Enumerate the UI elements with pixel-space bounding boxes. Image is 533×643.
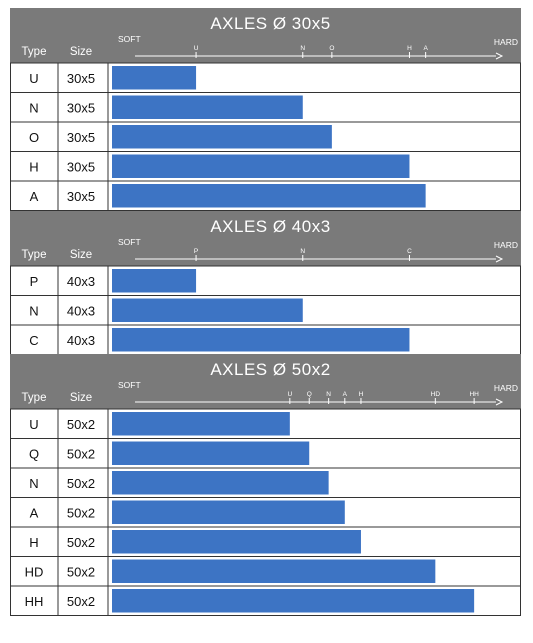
scale-tick-label: N xyxy=(326,391,331,398)
row-type-label: N xyxy=(29,100,38,115)
scale-label-hard: HARD xyxy=(494,240,518,250)
hardness-bar xyxy=(112,298,303,322)
row-size-label: 50x2 xyxy=(67,564,95,579)
row-size-label: 50x2 xyxy=(67,594,95,609)
column-header-type: Type xyxy=(22,46,47,58)
section-header xyxy=(10,211,521,266)
section-title: AXLES Ø 50x2 xyxy=(210,360,330,379)
row-size-label: 50x2 xyxy=(67,535,95,550)
hardness-bar xyxy=(112,589,475,613)
scale-tick-label: H xyxy=(407,45,412,52)
table-border xyxy=(10,62,521,211)
hardness-bar xyxy=(112,154,410,178)
row-type-label: H xyxy=(29,535,38,550)
column-header-type: Type xyxy=(22,249,47,261)
column-header-size: Size xyxy=(70,392,92,404)
hardness-bar xyxy=(112,95,303,119)
row-type-label: H xyxy=(29,159,38,174)
hardness-bar xyxy=(112,530,361,554)
row-type-label: C xyxy=(29,333,38,348)
hardness-bar xyxy=(112,66,197,90)
row-size-label: 30x5 xyxy=(67,189,95,204)
scale-tick-label: A xyxy=(343,391,348,398)
row-type-label: A xyxy=(30,189,39,204)
scale-tick-label: Q xyxy=(307,391,312,398)
row-size-label: 30x5 xyxy=(67,130,95,145)
row-size-label: 40x3 xyxy=(67,274,95,289)
row-type-label: O xyxy=(29,130,39,145)
hardness-bar xyxy=(112,412,290,436)
scale-label-hard: HARD xyxy=(494,383,518,393)
row-type-label: HD xyxy=(25,564,44,579)
hardness-bar xyxy=(112,441,310,465)
column-header-size: Size xyxy=(70,46,92,58)
row-size-label: 40x3 xyxy=(67,333,95,348)
section-header xyxy=(10,8,521,63)
scale-tick-label: U xyxy=(194,45,199,52)
scale-axis-arrow xyxy=(495,52,504,60)
scale-tick-label: A xyxy=(423,45,428,52)
section-title: AXLES Ø 40x3 xyxy=(210,217,330,236)
scale-label-soft: SOFT xyxy=(118,237,141,247)
hardness-bar xyxy=(112,125,332,149)
row-size-label: 50x2 xyxy=(67,446,95,461)
row-size-label: 50x2 xyxy=(67,476,95,491)
table-border xyxy=(10,408,521,616)
scale-tick-label: H xyxy=(359,391,364,398)
section-title: AXLES Ø 30x5 xyxy=(210,14,330,33)
hardness-bar xyxy=(112,471,329,495)
scale-tick-label: N xyxy=(300,248,305,255)
row-type-label: N xyxy=(29,476,38,491)
scale-axis-arrow xyxy=(495,398,504,406)
scale-tick-label: U xyxy=(287,391,292,398)
scale-tick-label: HH xyxy=(469,391,479,398)
hardness-bar xyxy=(112,184,426,208)
row-type-label: N xyxy=(29,303,38,318)
scale-label-soft: SOFT xyxy=(118,34,141,44)
hardness-bar xyxy=(112,269,197,293)
row-size-label: 50x2 xyxy=(67,505,95,520)
row-size-label: 30x5 xyxy=(67,159,95,174)
scale-tick-label: P xyxy=(194,248,198,255)
column-header-type: Type xyxy=(22,392,47,404)
hardness-bar xyxy=(112,559,436,583)
scale-tick-label: C xyxy=(407,248,412,255)
row-type-label: P xyxy=(30,274,39,289)
row-type-label: Q xyxy=(29,446,39,461)
scale-tick-label: N xyxy=(300,45,305,52)
column-header-size: Size xyxy=(70,249,92,261)
row-size-label: 30x5 xyxy=(67,100,95,115)
row-size-label: 40x3 xyxy=(67,303,95,318)
hardness-bar xyxy=(112,500,345,524)
row-type-label: A xyxy=(30,505,39,520)
scale-axis-arrow xyxy=(495,255,504,263)
scale-label-soft: SOFT xyxy=(118,380,141,390)
hardness-bar xyxy=(112,328,410,352)
row-size-label: 30x5 xyxy=(67,71,95,86)
scale-label-hard: HARD xyxy=(494,37,518,47)
row-type-label: U xyxy=(29,417,38,432)
row-type-label: U xyxy=(29,71,38,86)
scale-tick-label: HD xyxy=(431,391,441,398)
row-type-label: HH xyxy=(25,594,44,609)
row-size-label: 50x2 xyxy=(67,417,95,432)
scale-tick-label: O xyxy=(329,45,334,52)
